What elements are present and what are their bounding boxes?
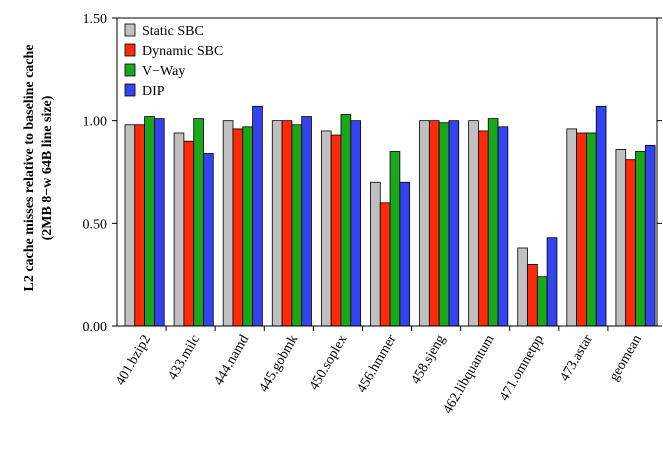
bar-static-sbc-471-omnetpp [517,247,528,327]
bar-static-sbc-433-milc [173,132,185,327]
x-tick-label: 445.gobmk [257,333,302,395]
x-tick-label: 473.astar [557,332,596,384]
bar-dip-458-sjeng [448,120,460,327]
x-tick-label: 456.hmmer [354,332,399,395]
bar-dynamic-sbc-401-bzip2 [134,124,146,327]
plot-frame [116,17,658,327]
bar-dynamic-sbc-458-sjeng [428,120,440,327]
bar-dynamic-sbc-450-soplex [330,134,342,327]
y-tick-label: 1.00 [83,115,108,130]
bar-v-way-445-gobmk [291,124,303,327]
legend: Static SBC Dynamic SBC V−Way DIP [124,23,223,99]
bar-dynamic-sbc-473-astar [576,132,587,327]
bar-dip-445-gobmk [301,116,312,327]
x-tick-label: 444.namd [211,333,252,389]
plot-area [124,105,656,327]
bar-dip-433-milc [203,153,214,327]
x-tick-label: 433.milc [165,333,203,383]
bar-static-sbc-445-gobmk [271,120,283,327]
x-tick-label: 462.libquantum [441,332,498,416]
legend-swatch [124,43,136,57]
bar-v-way-450-soplex [340,114,352,327]
bar-dynamic-sbc-433-milc [183,140,195,327]
bar-v-way-444-namd [242,126,253,327]
legend-label: DIP [142,84,165,99]
bar-static-sbc-456-hmmer [370,181,381,327]
bar-dynamic-sbc-462-libquantum [478,130,489,327]
bar-dip-401-bzip2 [153,118,165,327]
legend-swatch [124,63,136,77]
bar-dip-geomean [644,144,656,327]
x-tick-label: geomean [607,333,645,384]
legend-swatch [124,83,136,97]
x-tick-label: 401.bzip2 [113,333,154,389]
bar-static-sbc-473-astar [566,128,578,327]
x-tick-label: 458.sjeng [409,333,449,387]
y-axis-label-line1: L2 cache misses relative to baseline cac… [22,44,37,291]
x-tick-label: 450.soplex [307,333,351,393]
bar-dip-456-hmmer [399,181,411,327]
bar-static-sbc-geomean [615,149,627,327]
y-axis-label-line2: (2MB 8−w 64B line size) [40,95,55,240]
bar-v-way-geomean [635,151,646,327]
bar-v-way-471-omnetpp [536,276,548,327]
bar-dip-473-astar [595,105,607,327]
y-axis-label: L2 cache misses relative to baseline cac… [22,44,55,291]
bar-static-sbc-450-soplex [320,130,332,327]
y-tick-label: 0.00 [83,320,108,335]
bar-v-way-401-bzip2 [144,116,155,327]
bar-v-way-458-sjeng [438,122,450,327]
bar-dip-462-libquantum [497,126,509,327]
y-axis-ticks: 0.00 0.50 1.00 1.50 [83,12,662,335]
bar-v-way-473-astar [586,132,597,327]
bar-v-way-433-milc [193,118,204,327]
bar-v-way-462-libquantum [487,118,499,327]
bar-static-sbc-401-bzip2 [124,124,136,327]
bar-static-sbc-444-namd [222,120,234,327]
bar-static-sbc-458-sjeng [419,120,430,327]
bar-dip-444-namd [252,105,263,327]
y-tick-label: 1.50 [83,12,108,27]
bar-dip-450-soplex [350,120,361,327]
bar-static-sbc-462-libquantum [468,120,479,327]
bar-dynamic-sbc-445-gobmk [281,120,293,327]
legend-label: Static SBC [142,24,204,39]
bar-dynamic-sbc-456-hmmer [379,202,391,327]
bar-dynamic-sbc-geomean [625,159,636,327]
bar-dynamic-sbc-444-namd [232,128,244,327]
y-tick-label: 0.50 [83,217,108,232]
legend-label: Dynamic SBC [142,44,223,59]
x-tick-label: 471.omnetpp [497,333,547,404]
legend-swatch [124,23,136,37]
bar-dynamic-sbc-471-omnetpp [527,263,538,327]
bar-v-way-456-hmmer [389,151,401,327]
legend-label: V−Way [142,64,185,79]
bar-dip-471-omnetpp [546,237,558,327]
